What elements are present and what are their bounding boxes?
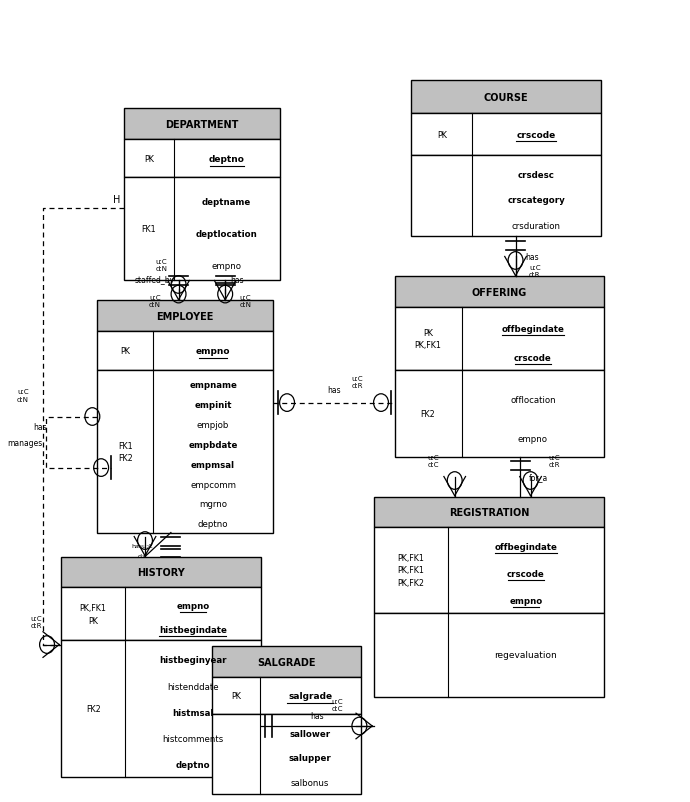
Text: REGISTRATION: REGISTRATION	[449, 507, 529, 516]
Text: u:C
d:N: u:C d:N	[156, 259, 168, 272]
Bar	[124, 109, 279, 140]
Bar	[212, 715, 361, 794]
Text: COURSE: COURSE	[484, 93, 529, 103]
Text: OFFERING: OFFERING	[472, 287, 527, 298]
Text: u:C
d:R: u:C d:R	[549, 455, 560, 468]
Bar	[61, 640, 261, 776]
Text: FK2: FK2	[421, 409, 435, 419]
Text: FK1
FK2: FK1 FK2	[118, 441, 132, 463]
Text: empno: empno	[212, 262, 241, 271]
Text: empjob: empjob	[197, 420, 229, 430]
Text: histcomments: histcomments	[162, 734, 224, 743]
Bar	[212, 678, 361, 715]
Text: d:C: d:C	[137, 553, 148, 558]
Text: empno: empno	[196, 346, 230, 355]
Bar	[411, 114, 601, 156]
Text: offbegindate: offbegindate	[495, 542, 558, 552]
Text: mgrno: mgrno	[199, 500, 227, 508]
Bar	[395, 308, 604, 371]
Text: PK: PK	[120, 346, 130, 355]
Text: empno: empno	[509, 596, 542, 606]
Text: u:C
d:N: u:C d:N	[17, 389, 29, 402]
Text: regevaluation: regevaluation	[495, 650, 558, 659]
Text: PK
PK,FK1: PK PK,FK1	[415, 329, 442, 350]
Text: u:C
d:N: u:C d:N	[239, 294, 251, 308]
Bar	[97, 331, 273, 371]
Text: empcomm: empcomm	[190, 480, 236, 489]
Text: crscode: crscode	[517, 131, 556, 140]
Text: hasu:C: hasu:C	[132, 543, 153, 549]
Text: PK,FK1
PK,FK1
PK,FK2: PK,FK1 PK,FK1 PK,FK2	[397, 553, 424, 587]
Text: PK: PK	[144, 155, 154, 164]
Text: u:C
d:N: u:C d:N	[149, 294, 161, 308]
Text: crsduration: crsduration	[512, 221, 561, 230]
Text: u:C
d:R: u:C d:R	[30, 615, 42, 628]
Bar	[61, 588, 261, 640]
Text: u:C
d:C: u:C d:C	[331, 698, 343, 711]
Text: empno: empno	[518, 435, 548, 444]
Bar	[97, 371, 273, 533]
Text: empmsal: empmsal	[191, 460, 235, 469]
Text: empinit: empinit	[195, 401, 232, 410]
Text: deptno: deptno	[209, 155, 245, 164]
Text: FK2: FK2	[86, 704, 101, 713]
Text: HISTORY: HISTORY	[137, 567, 185, 577]
Text: crsdesc: crsdesc	[518, 171, 555, 180]
Text: empbdate: empbdate	[188, 440, 238, 449]
Text: salupper: salupper	[289, 754, 331, 763]
Text: manages: manages	[8, 438, 43, 447]
Text: has: has	[327, 386, 340, 395]
Text: histenddate: histenddate	[167, 682, 219, 691]
Text: sallower: sallower	[290, 728, 331, 738]
Text: has: has	[230, 276, 244, 286]
Text: H: H	[113, 195, 121, 205]
Text: histbegindate: histbegindate	[159, 625, 227, 634]
Text: offbegindate: offbegindate	[502, 325, 564, 334]
Bar	[411, 156, 601, 237]
Text: empno: empno	[176, 602, 210, 610]
Text: salgrade: salgrade	[288, 691, 332, 700]
Text: has: has	[526, 253, 540, 261]
Text: u:C
d:C: u:C d:C	[427, 455, 439, 468]
Bar	[212, 646, 361, 678]
Bar	[411, 81, 601, 114]
Text: has: has	[310, 711, 324, 720]
Bar	[374, 497, 604, 527]
Text: PK: PK	[437, 131, 446, 140]
Text: crscode: crscode	[514, 353, 552, 363]
Text: EMPLOYEE: EMPLOYEE	[156, 311, 214, 321]
Text: PK: PK	[231, 691, 241, 700]
Bar	[374, 527, 604, 613]
Text: crscode: crscode	[507, 569, 545, 578]
Text: histbeginyear: histbeginyear	[159, 655, 226, 665]
Text: PK,FK1
PK: PK,FK1 PK	[80, 603, 106, 625]
Bar	[124, 178, 279, 282]
Bar	[374, 613, 604, 697]
Bar	[395, 277, 604, 308]
Text: deptname: deptname	[202, 197, 251, 207]
Bar	[97, 301, 273, 331]
Text: u:C
d:R: u:C d:R	[351, 375, 363, 388]
Text: deptlocation: deptlocation	[196, 230, 257, 239]
Bar	[395, 371, 604, 457]
Bar	[124, 140, 279, 178]
Text: empname: empname	[189, 381, 237, 390]
Text: deptno: deptno	[198, 520, 228, 529]
Text: offlocation: offlocation	[510, 395, 555, 404]
Text: SALGRADE: SALGRADE	[257, 657, 315, 667]
Text: crscategory: crscategory	[507, 196, 565, 205]
Text: has: has	[33, 423, 46, 431]
Text: for_a: for_a	[529, 472, 548, 481]
Text: deptno: deptno	[175, 760, 210, 769]
Text: staffed_by: staffed_by	[135, 276, 175, 286]
Text: DEPARTMENT: DEPARTMENT	[165, 119, 239, 130]
Text: u:C
d:R: u:C d:R	[529, 265, 541, 278]
Text: salbonus: salbonus	[291, 779, 329, 788]
Text: histmsal: histmsal	[172, 708, 214, 717]
Text: FK1: FK1	[141, 225, 157, 234]
Bar	[61, 557, 261, 588]
